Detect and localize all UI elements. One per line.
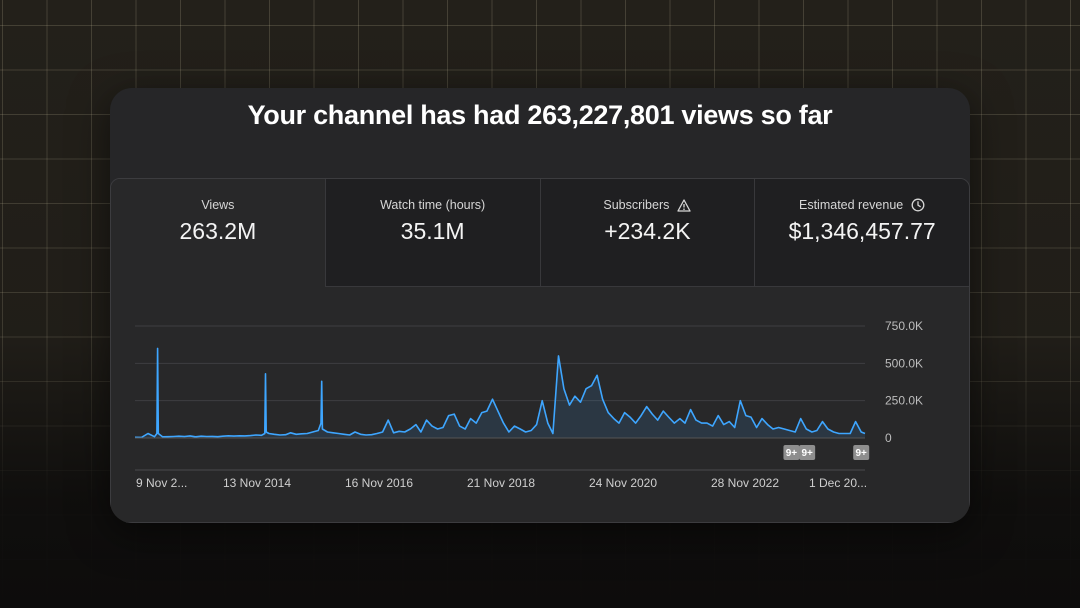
metric-tab-estimated-revenue[interactable]: Estimated revenue $1,346,457.77 [754,179,969,287]
annotation-badge[interactable]: 9+ [799,445,816,460]
metric-value: +234.2K [604,218,691,244]
metric-value: 263.2M [179,218,257,244]
metric-tab-subscribers[interactable]: Subscribers +234.2K [539,179,755,287]
x-tick-label: 28 Nov 2022 [711,476,779,490]
analytics-panel: Views 263.2M Watch time (hours) 35.1M Su… [110,178,970,523]
annotation-badge[interactable]: 9+ [853,445,870,460]
x-tick-label: 9 Nov 2... [136,476,187,490]
x-tick-label: 13 Nov 2014 [223,476,291,490]
x-tick-label: 1 Dec 20... [809,476,867,490]
clock-icon[interactable] [911,198,925,212]
badge-label: 9+ [786,448,798,459]
metric-label: Watch time (hours) [380,198,486,212]
y-tick-label: 250.0K [885,394,923,408]
x-tick-label: 24 Nov 2020 [589,476,657,490]
metric-value: 35.1M [400,218,465,244]
badge-box [853,445,870,460]
badge-box [799,445,816,460]
y-tick-label: 750.0K [885,319,923,333]
x-tick-label: 16 Nov 2016 [345,476,413,490]
channel-summary-card: Your channel has had 263,227,801 views s… [110,88,970,523]
metric-tab-views[interactable]: Views 263.2M [111,179,325,287]
warning-icon[interactable] [677,198,692,212]
headline-title: Your channel has had 263,227,801 views s… [247,100,833,130]
series-area [135,348,865,438]
badge-box [783,445,800,460]
y-tick-label: 0 [885,431,892,445]
metric-label: Views [201,198,235,212]
x-tick-label: 21 Nov 2018 [467,476,535,490]
metric-value: $1,346,457.77 [788,218,936,244]
y-tick-label: 500.0K [885,356,923,370]
badge-label: 9+ [856,448,868,459]
metric-tab-watch-time[interactable]: Watch time (hours) 35.1M [324,179,540,287]
series-line [134,347,866,439]
metric-tabs: Views 263.2M Watch time (hours) 35.1M Su… [111,179,969,287]
badge-label: 9+ [801,448,813,459]
metric-label: Subscribers [603,198,670,212]
metric-label: Estimated revenue [799,198,904,212]
annotation-badge[interactable]: 9+ [783,445,800,460]
